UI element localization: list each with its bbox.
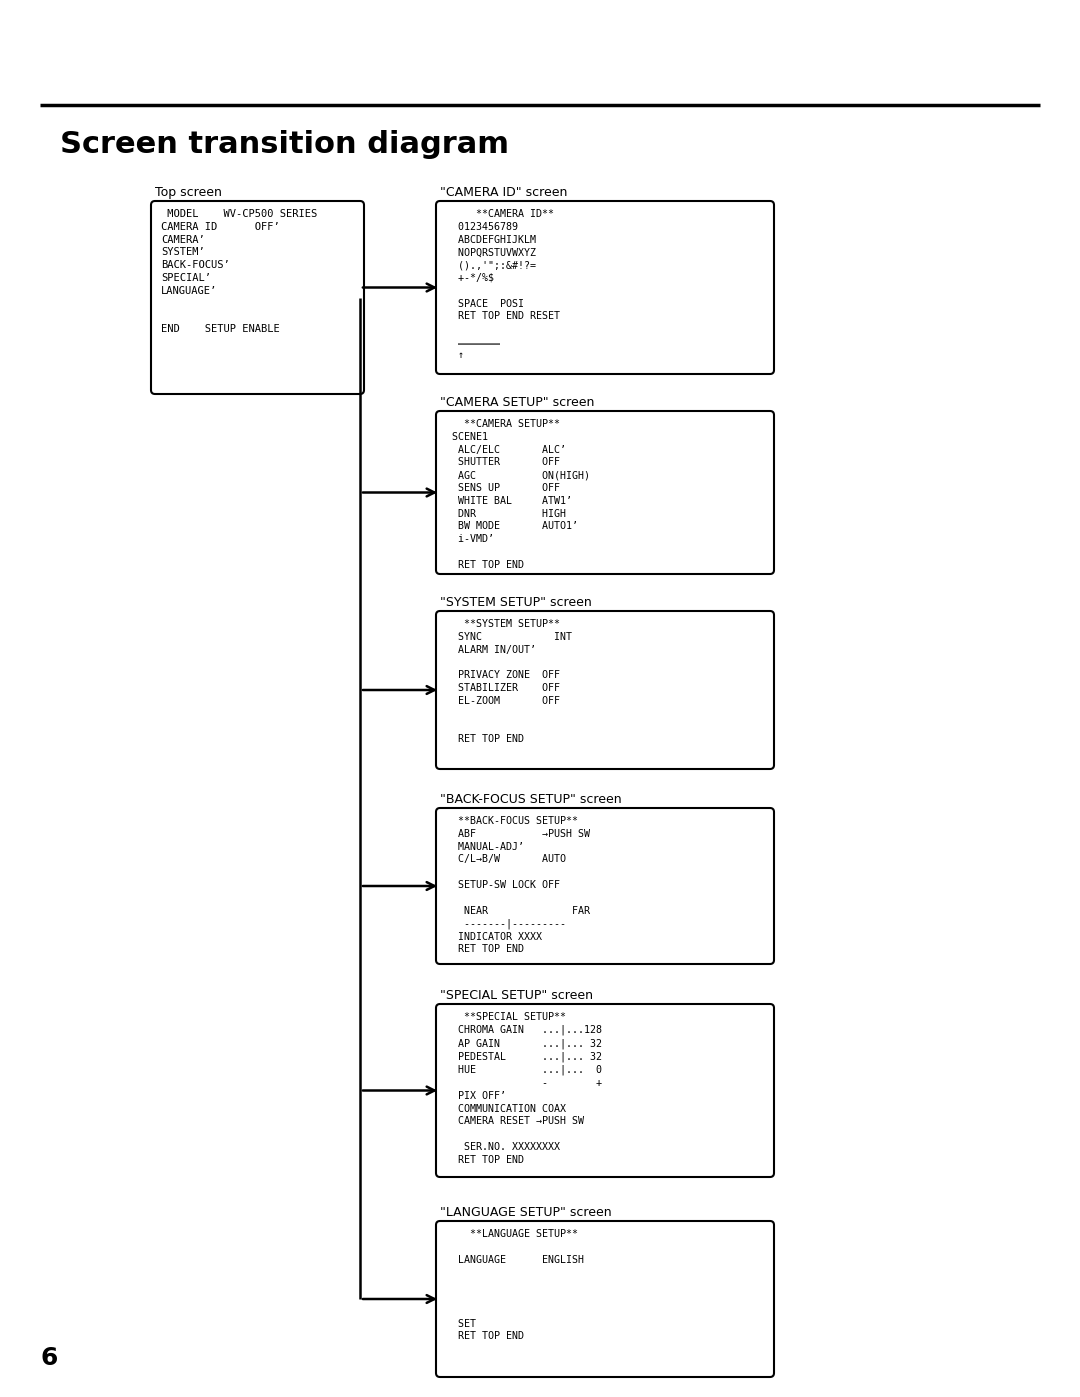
Text: "SPECIAL SETUP" screen: "SPECIAL SETUP" screen — [440, 989, 593, 1002]
Text: "SYSTEM SETUP" screen: "SYSTEM SETUP" screen — [440, 597, 592, 609]
Text: "BACK-FOCUS SETUP" screen: "BACK-FOCUS SETUP" screen — [440, 793, 622, 806]
Text: "LANGUAGE SETUP" screen: "LANGUAGE SETUP" screen — [440, 1206, 611, 1220]
Text: Screen transition diagram: Screen transition diagram — [60, 130, 509, 159]
Text: 6: 6 — [40, 1345, 57, 1370]
Text: **CAMERA ID**
  0123456789
  ABCDEFGHIJKLM
  NOPQRSTUVWXYZ
  ().,'";:&#!?=
  +-*: **CAMERA ID** 0123456789 ABCDEFGHIJKLM N… — [446, 210, 561, 360]
FancyBboxPatch shape — [436, 1004, 774, 1178]
FancyBboxPatch shape — [436, 411, 774, 574]
FancyBboxPatch shape — [436, 201, 774, 374]
Text: "CAMERA ID" screen: "CAMERA ID" screen — [440, 186, 567, 198]
Text: **SPECIAL SETUP**
  CHROMA GAIN   ...|...128
  AP GAIN       ...|... 32
  PEDEST: **SPECIAL SETUP** CHROMA GAIN ...|...128… — [446, 1011, 602, 1165]
Text: **BACK-FOCUS SETUP**
  ABF           →PUSH SW
  MANUAL-ADJ’
  C/L→B/W       AUTO: **BACK-FOCUS SETUP** ABF →PUSH SW MANUAL… — [446, 816, 590, 954]
FancyBboxPatch shape — [436, 807, 774, 964]
FancyBboxPatch shape — [151, 201, 364, 394]
Text: Top screen: Top screen — [156, 186, 221, 198]
FancyBboxPatch shape — [436, 610, 774, 768]
Text: "CAMERA SETUP" screen: "CAMERA SETUP" screen — [440, 395, 594, 409]
Text: MODEL    WV-CP500 SERIES
CAMERA ID      OFF’
CAMERA’
SYSTEM’
BACK-FOCUS’
SPECIAL: MODEL WV-CP500 SERIES CAMERA ID OFF’ CAM… — [161, 210, 318, 334]
Text: **LANGUAGE SETUP**

  LANGUAGE      ENGLISH




  SET
  RET TOP END: **LANGUAGE SETUP** LANGUAGE ENGLISH SET … — [446, 1229, 584, 1341]
Text: **SYSTEM SETUP**
  SYNC            INT
  ALARM IN/OUT’

  PRIVACY ZONE  OFF
  ST: **SYSTEM SETUP** SYNC INT ALARM IN/OUT’ … — [446, 619, 572, 745]
Text: **CAMERA SETUP**
 SCENE1
  ALC/ELC       ALC’
  SHUTTER       OFF
  AGC         : **CAMERA SETUP** SCENE1 ALC/ELC ALC’ SHU… — [446, 419, 590, 570]
FancyBboxPatch shape — [436, 1221, 774, 1377]
